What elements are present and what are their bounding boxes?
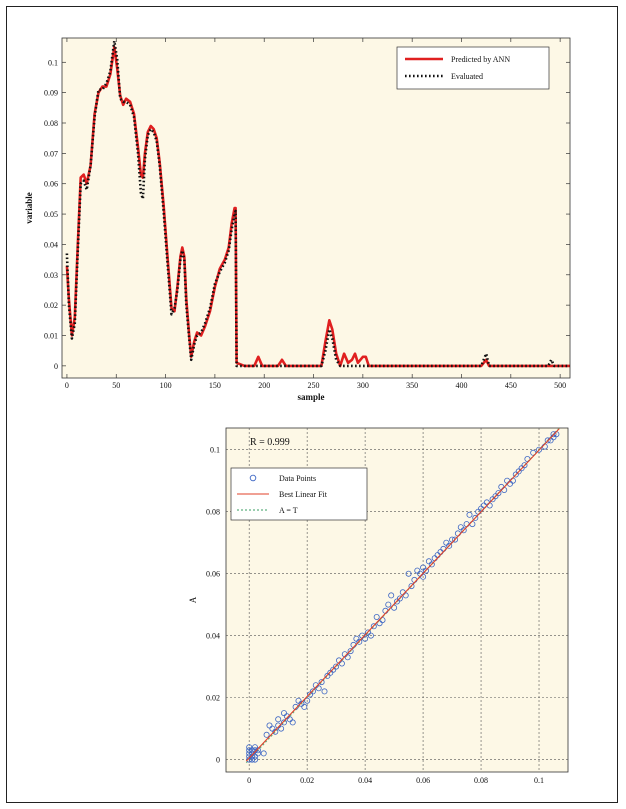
data-point	[367, 632, 374, 639]
legend-label: Evaluated	[451, 72, 483, 81]
x-tick-label: 0.02	[300, 776, 314, 785]
y-tick-label: 0.08	[206, 508, 220, 517]
legend-label: Best Linear Fit	[279, 490, 328, 499]
x-tick-label: 350	[406, 381, 418, 390]
data-point	[254, 750, 261, 757]
data-point	[315, 685, 322, 692]
y-axis-label: variable	[24, 192, 34, 224]
series-line-evaluated	[65, 39, 570, 368]
y-tick-label: 0.04	[44, 240, 58, 249]
x-tick-label: 0.08	[474, 776, 488, 785]
y-tick-label: 0.02	[206, 694, 220, 703]
x-tick-label: 0	[65, 381, 69, 390]
figure-frame	[6, 6, 618, 803]
y-tick-label: 0.05	[44, 210, 58, 219]
y-tick-label: 0.1	[48, 58, 58, 67]
y-tick-label: 0.1	[210, 446, 220, 455]
data-point	[446, 542, 453, 549]
data-point	[408, 583, 415, 590]
data-point	[272, 728, 279, 735]
x-tick-label: 250	[308, 381, 320, 390]
legend-label: Data Points	[279, 474, 316, 483]
data-point	[521, 462, 528, 469]
y-tick-label: 0.06	[44, 180, 58, 189]
y-tick-label: 0.03	[44, 271, 58, 280]
plot-area	[61, 37, 571, 379]
data-point	[275, 716, 282, 723]
y-tick-label: 0.04	[206, 632, 220, 641]
legend-box	[396, 46, 550, 90]
x-tick-label: 100	[160, 381, 172, 390]
data-point	[263, 731, 270, 738]
data-point	[289, 719, 296, 726]
data-point	[373, 614, 380, 621]
y-tick-label: 0.08	[44, 119, 58, 128]
legend-label: A = T	[279, 506, 298, 515]
data-point	[385, 601, 392, 608]
x-tick-label: 0.1	[534, 776, 544, 785]
data-point	[278, 725, 285, 732]
x-tick-label: 0	[247, 776, 251, 785]
x-axis-label: sample	[298, 392, 325, 402]
data-point	[405, 570, 412, 577]
x-tick-label: 0.06	[416, 776, 430, 785]
data-point	[396, 595, 403, 602]
data-point	[544, 437, 551, 444]
data-point	[338, 660, 345, 667]
data-point	[402, 592, 409, 599]
r-annotation: R = 0.999	[250, 437, 290, 448]
data-point	[466, 511, 473, 518]
x-tick-label: 50	[112, 381, 120, 390]
y-tick-label: 0	[216, 756, 220, 765]
x-tick-label: 400	[455, 381, 467, 390]
data-point	[260, 750, 267, 757]
y-tick-label: 0.07	[44, 149, 58, 158]
data-point	[422, 567, 429, 574]
y-tick-label: 0.09	[44, 89, 58, 98]
y-tick-label: 0	[54, 362, 58, 371]
x-tick-label: 450	[505, 381, 517, 390]
x-tick-label: 0.04	[358, 776, 372, 785]
data-point	[344, 654, 351, 661]
y-tick-label: 0.02	[44, 301, 58, 310]
data-point	[536, 446, 543, 453]
data-point	[251, 756, 258, 763]
data-point	[309, 688, 316, 695]
data-point	[347, 648, 354, 655]
x-tick-label: 150	[209, 381, 221, 390]
data-point	[280, 719, 287, 726]
data-point	[304, 697, 311, 704]
legend-label: Predicted by ANN	[451, 55, 510, 64]
data-point	[254, 747, 261, 754]
data-point	[321, 688, 328, 695]
data-point	[301, 703, 308, 710]
x-tick-label: 300	[357, 381, 369, 390]
data-point	[318, 679, 325, 686]
x-tick-label: 200	[258, 381, 270, 390]
data-point	[391, 604, 398, 611]
data-point	[460, 527, 467, 534]
data-point	[388, 592, 395, 599]
data-point	[495, 490, 502, 497]
data-point	[370, 623, 377, 630]
data-point	[362, 635, 369, 642]
y-tick-label: 0.01	[44, 332, 58, 341]
x-tick-label: 500	[554, 381, 566, 390]
data-point	[428, 561, 435, 568]
y-tick-label: 0.06	[206, 570, 220, 579]
best-fit-line	[245, 428, 560, 762]
line-chart: 0 50 100 150 200 250 300 350 400 450 500 0 0.01 0.02 0…	[24, 37, 571, 402]
data-point	[451, 536, 458, 543]
data-point	[379, 617, 386, 624]
data-point	[356, 638, 363, 645]
data-point	[550, 431, 557, 438]
y-axis-label: A	[188, 596, 198, 603]
data-point	[333, 663, 340, 670]
data-point	[472, 514, 479, 521]
legend-swatch-points	[249, 474, 257, 482]
